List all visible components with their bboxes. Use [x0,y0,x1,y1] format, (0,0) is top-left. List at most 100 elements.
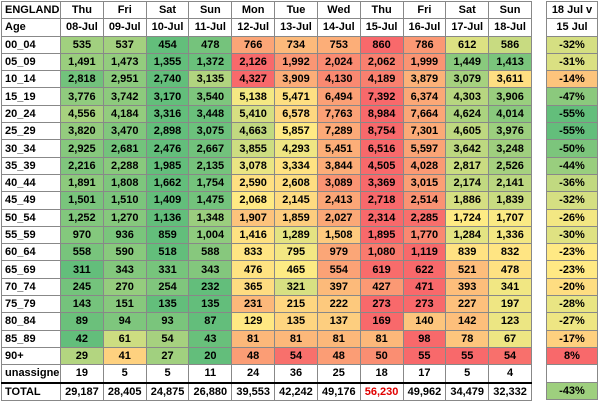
value-cell: 1,449 [445,52,490,72]
age-cell: unassigne [1,364,61,384]
value-cell: 2,027 [316,208,361,227]
value-cell: 1,808 [102,173,147,193]
value-cell: 3,642 [445,139,490,158]
value-cell: 39,553 [231,382,276,401]
age-cell: TOTAL [1,382,61,401]
value-cell: 87 [188,312,233,331]
value-cell: 6,516 [359,139,404,158]
value-cell: 1,004 [188,225,233,245]
value-cell: 4,556 [60,104,104,124]
value-cell: 2,174 [445,173,490,193]
value-cell: 839 [445,243,490,262]
age-cell: 05_09 [1,52,61,72]
value-cell: 55 [445,346,490,366]
value-cell: 5,410 [231,104,276,124]
value-cell: 586 [488,35,532,54]
header-cell: Mon [231,0,276,20]
value-cell: 29,187 [60,382,104,401]
age-cell: 00_04 [1,35,61,54]
change-cell: -28% [546,295,598,314]
value-cell: 123 [488,312,532,331]
comparison-header: 15 Jul [546,18,598,37]
value-cell: 2,667 [188,139,233,158]
header-cell: 11-Jul [188,18,233,37]
value-cell: 6,374 [402,87,447,106]
value-cell: 273 [402,295,447,314]
value-cell: 49,962 [402,382,447,401]
value-cell: 227 [445,295,490,314]
value-cell: 135 [145,295,190,314]
change-cell: -20% [546,277,598,297]
age-cell: 45_49 [1,191,61,210]
value-cell: 42,242 [274,382,318,401]
value-cell: 1,985 [145,156,190,175]
value-cell: 753 [316,35,361,54]
value-cell: 1,252 [60,208,104,227]
age-cell: 10_14 [1,70,61,89]
value-cell: 766 [231,35,276,54]
value-cell: 537 [102,35,147,54]
value-cell: 1,416 [231,225,276,245]
value-cell: 478 [188,35,233,54]
header-cell: 10-Jul [145,18,190,37]
value-cell: 2,135 [188,156,233,175]
header-cell: Sun [188,0,233,20]
value-cell: 270 [102,277,147,297]
value-cell: 1,992 [274,52,318,72]
value-cell: 1,136 [145,208,190,227]
value-cell: 3,820 [60,122,104,141]
value-cell: 2,681 [102,139,147,158]
change-cell: -23% [546,243,598,262]
value-cell: 5,471 [274,87,318,106]
value-cell: 48 [231,346,276,366]
age-cell: 50_54 [1,208,61,227]
value-cell: 2,817 [445,156,490,175]
value-cell: 81 [274,329,318,348]
value-cell: 2,818 [60,70,104,89]
value-cell: 4,327 [231,70,276,89]
value-cell: 3,855 [231,139,276,158]
value-cell: 535 [60,35,104,54]
value-cell: 2,126 [231,52,276,72]
value-cell: 833 [231,243,276,262]
value-cell: 3,906 [488,87,532,106]
value-cell: 860 [359,35,404,54]
value-cell: 343 [188,260,233,279]
value-cell: 98 [402,329,447,348]
value-cell: 94 [102,312,147,331]
value-cell: 140 [402,312,447,331]
value-cell: 3,334 [274,156,318,175]
value-cell: 365 [231,277,276,297]
value-cell: 5 [445,364,490,384]
value-cell: 43 [188,329,233,348]
value-cell: 49,176 [316,382,361,401]
value-cell: 26,880 [188,382,233,401]
header-cell: Fri [102,0,147,20]
value-cell: 5,138 [231,87,276,106]
value-cell: 3,470 [102,122,147,141]
value-cell: 3,089 [316,173,361,193]
header-cell: Tue [274,0,318,20]
value-cell: 36 [274,364,318,384]
age-cell: 55_59 [1,225,61,245]
value-cell: 245 [60,277,104,297]
change-cell: -44% [546,156,598,175]
value-cell: 3,135 [188,70,233,89]
age-cell: 20_24 [1,104,61,124]
value-cell: 1,475 [188,191,233,210]
age-cell: 70_74 [1,277,61,297]
value-cell: 1,336 [488,225,532,245]
value-cell: 3,611 [488,70,532,89]
value-cell: 3,369 [359,173,404,193]
value-cell: 1,510 [102,191,147,210]
value-cell: 129 [231,312,276,331]
value-cell: 2,024 [316,52,361,72]
value-cell: 11 [188,364,233,384]
value-cell: 24,875 [145,382,190,401]
value-cell: 8,754 [359,122,404,141]
value-cell: 795 [274,243,318,262]
value-cell: 32,332 [488,382,532,401]
age-cell: 40_44 [1,173,61,193]
value-cell: 1,080 [359,243,404,262]
value-cell: 612 [445,35,490,54]
